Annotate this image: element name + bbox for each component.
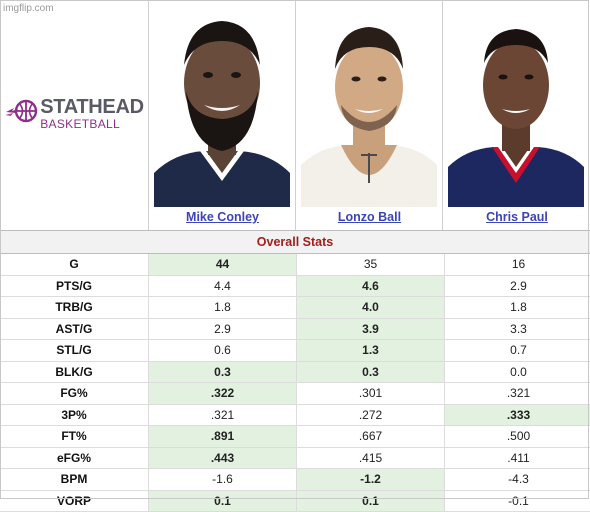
outer-frame [0,0,589,499]
